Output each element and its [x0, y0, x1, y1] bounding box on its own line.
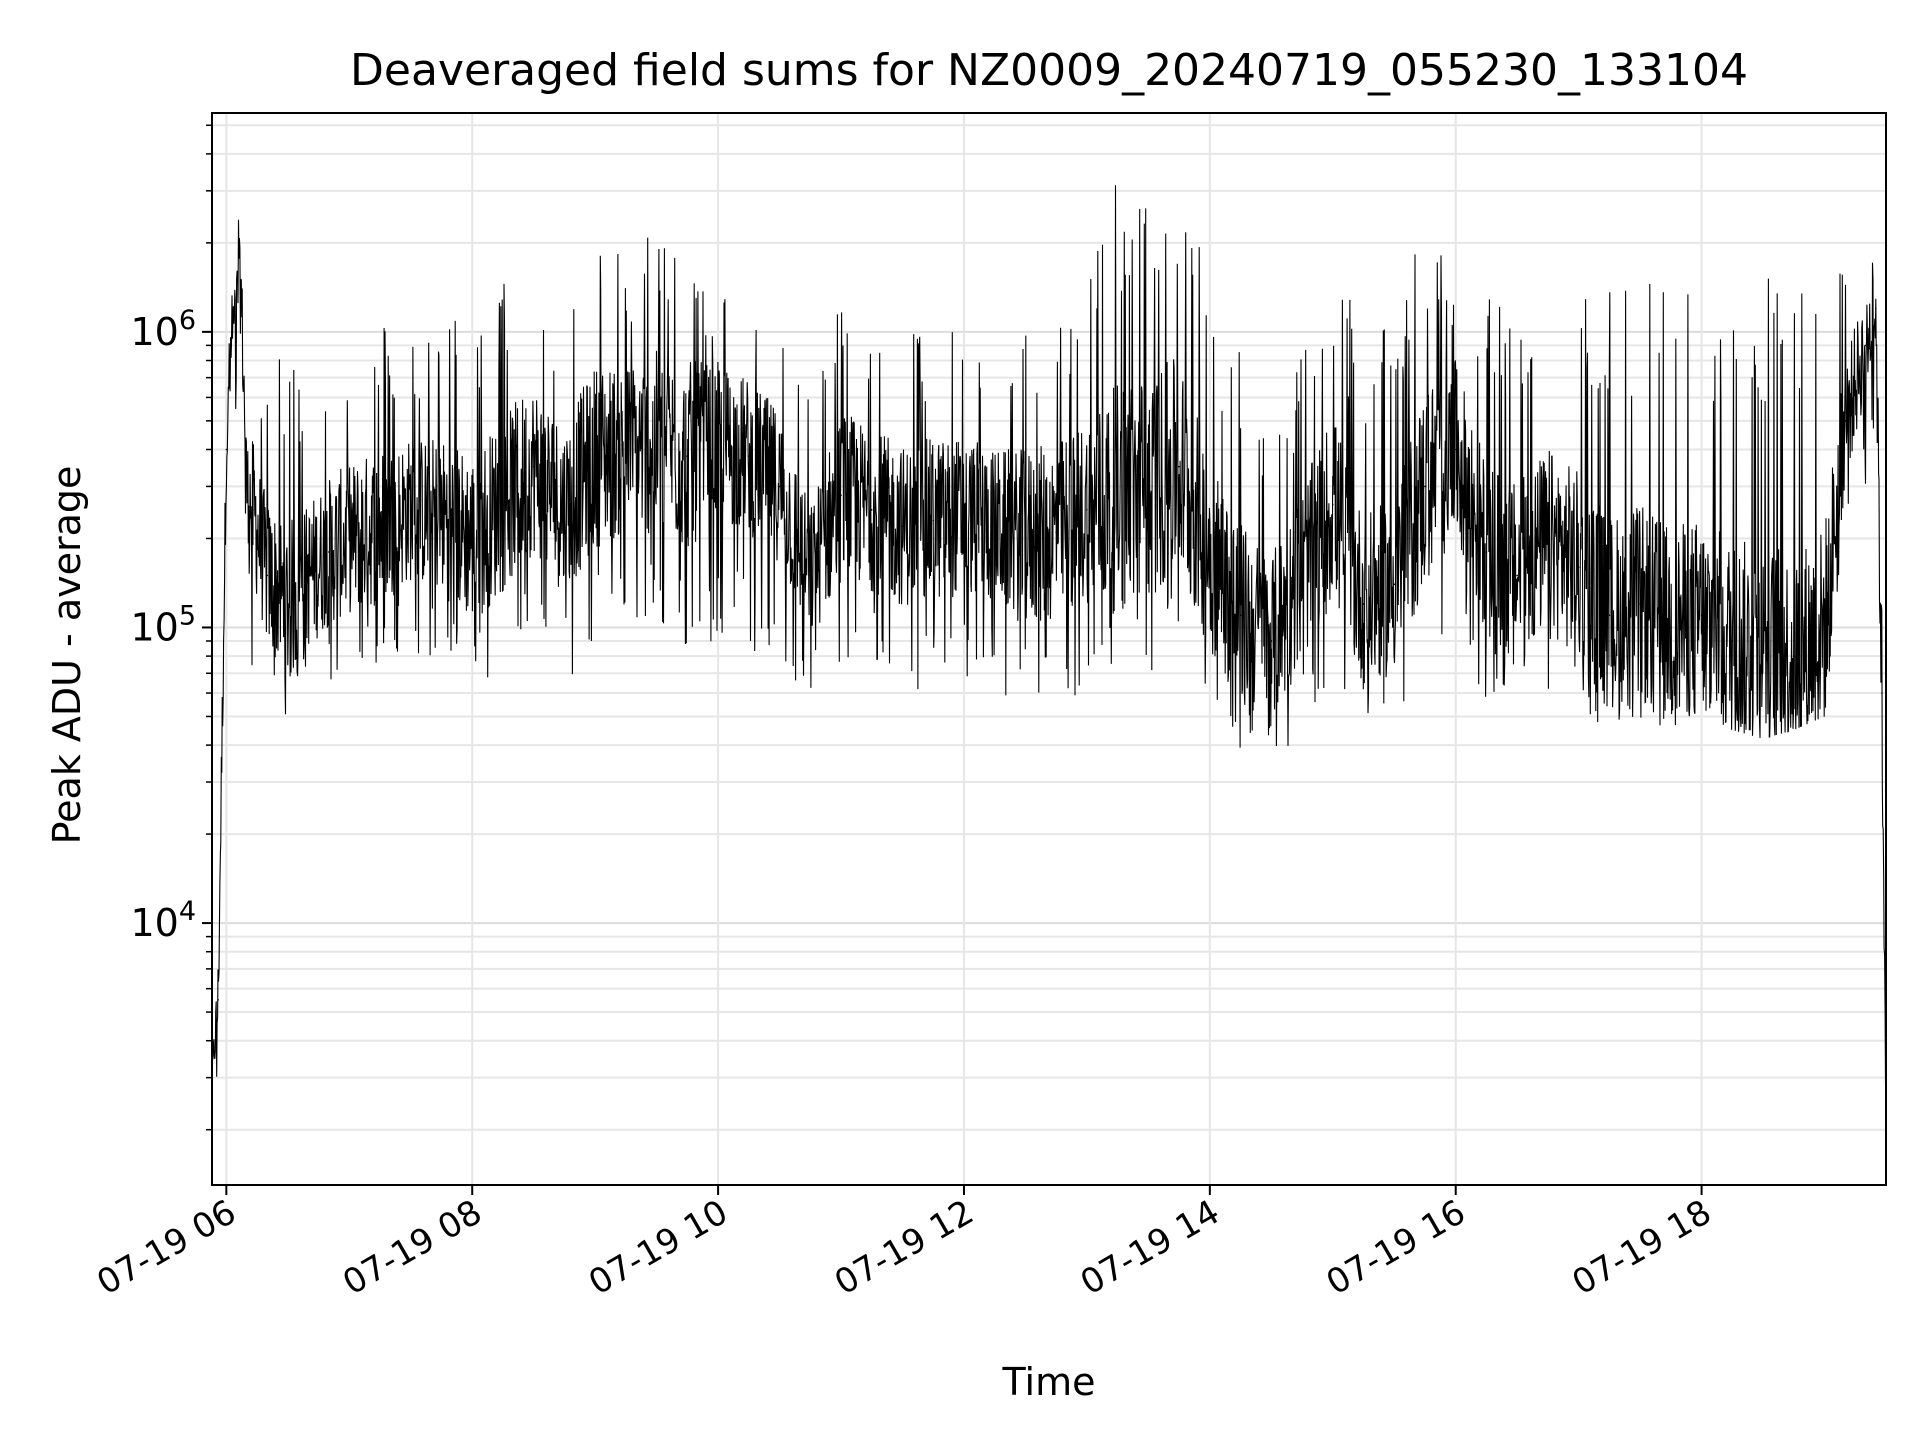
data-point	[1485, 551, 1488, 553]
data-point	[1792, 655, 1795, 657]
data-point	[1116, 499, 1119, 501]
data-point	[307, 574, 310, 577]
chart-title: Deaveraged field sums for NZ0009_2024071…	[350, 45, 1748, 96]
x-tick-label: 07-19 06	[90, 1192, 242, 1303]
data-series-layer	[211, 185, 1887, 1123]
data-point	[594, 455, 596, 457]
data-point	[655, 442, 658, 445]
data-point	[246, 485, 248, 488]
data-point	[1393, 583, 1396, 586]
data-point	[1577, 566, 1580, 568]
data-point	[1178, 465, 1180, 468]
data-point	[1762, 647, 1764, 650]
data-point	[1844, 420, 1846, 422]
data-point	[502, 503, 504, 506]
data-point	[1147, 485, 1150, 488]
data-point	[1301, 574, 1303, 577]
data-point	[1086, 509, 1088, 511]
data-point	[1209, 551, 1211, 553]
data-point	[348, 537, 351, 540]
data-point	[840, 494, 842, 497]
data-point	[217, 999, 219, 1001]
x-axis: 07-19 06 07-19 08 07-19 10 07-19 12 07-19 14…	[90, 1185, 1718, 1303]
data-point	[870, 509, 873, 511]
data-point	[532, 465, 535, 468]
x-tick-label: 07-19 16	[1320, 1192, 1472, 1303]
data-point	[748, 455, 750, 457]
data-point	[993, 525, 996, 528]
x-tick-label: 07-19 08	[336, 1192, 488, 1303]
data-point	[1731, 640, 1734, 642]
data-point	[963, 514, 965, 516]
x-axis-label: Time	[1002, 1360, 1096, 1404]
data-point	[225, 448, 228, 451]
data-point	[287, 603, 289, 605]
data-point	[1608, 614, 1611, 617]
data-point	[901, 525, 904, 528]
y-tick-label: 105	[130, 600, 196, 649]
data-point	[1024, 537, 1027, 540]
data-point	[252, 509, 254, 511]
data-point	[266, 574, 269, 577]
data-point	[1639, 603, 1641, 605]
y-axis: 104 105 106	[130, 124, 212, 1131]
data-point	[1700, 614, 1703, 617]
y-tick-label: 104	[130, 896, 196, 945]
data-point	[1055, 531, 1057, 534]
data-point	[409, 509, 412, 511]
data-point	[625, 448, 627, 451]
data-point	[327, 551, 330, 553]
x-tick-label: 07-19 10	[582, 1192, 734, 1303]
y-tick-label: 106	[130, 305, 196, 354]
data-point	[1516, 574, 1518, 577]
data-point	[1670, 626, 1672, 629]
data-point	[717, 442, 719, 445]
data-point	[1424, 485, 1426, 488]
data-point	[1362, 603, 1365, 605]
data-point	[1547, 537, 1549, 540]
data-point	[686, 455, 689, 457]
data-point	[1881, 692, 1883, 694]
x-tick-label: 07-19 14	[1074, 1192, 1226, 1303]
data-point	[379, 525, 381, 528]
data-point	[1454, 448, 1457, 451]
data-point	[440, 514, 443, 516]
data-point	[1239, 614, 1242, 617]
data-point	[1874, 307, 1877, 310]
x-tick-label: 07-19 18	[1566, 1192, 1718, 1303]
data-point	[231, 331, 234, 333]
data-point	[778, 485, 781, 488]
major-gridlines	[212, 113, 1886, 1185]
plot-frame	[211, 112, 1887, 1186]
data-point	[1270, 640, 1273, 642]
x-tick-label: 07-19 12	[828, 1192, 980, 1303]
series-line	[211, 185, 1887, 1123]
data-point	[1823, 626, 1826, 629]
data-point	[932, 519, 935, 522]
data-point	[809, 574, 812, 577]
data-point	[1864, 344, 1867, 347]
data-point	[1331, 503, 1334, 506]
data-point	[239, 279, 242, 281]
y-axis-label: Peak ADU - average	[45, 466, 89, 845]
data-point	[563, 509, 566, 511]
data-point	[471, 537, 474, 540]
